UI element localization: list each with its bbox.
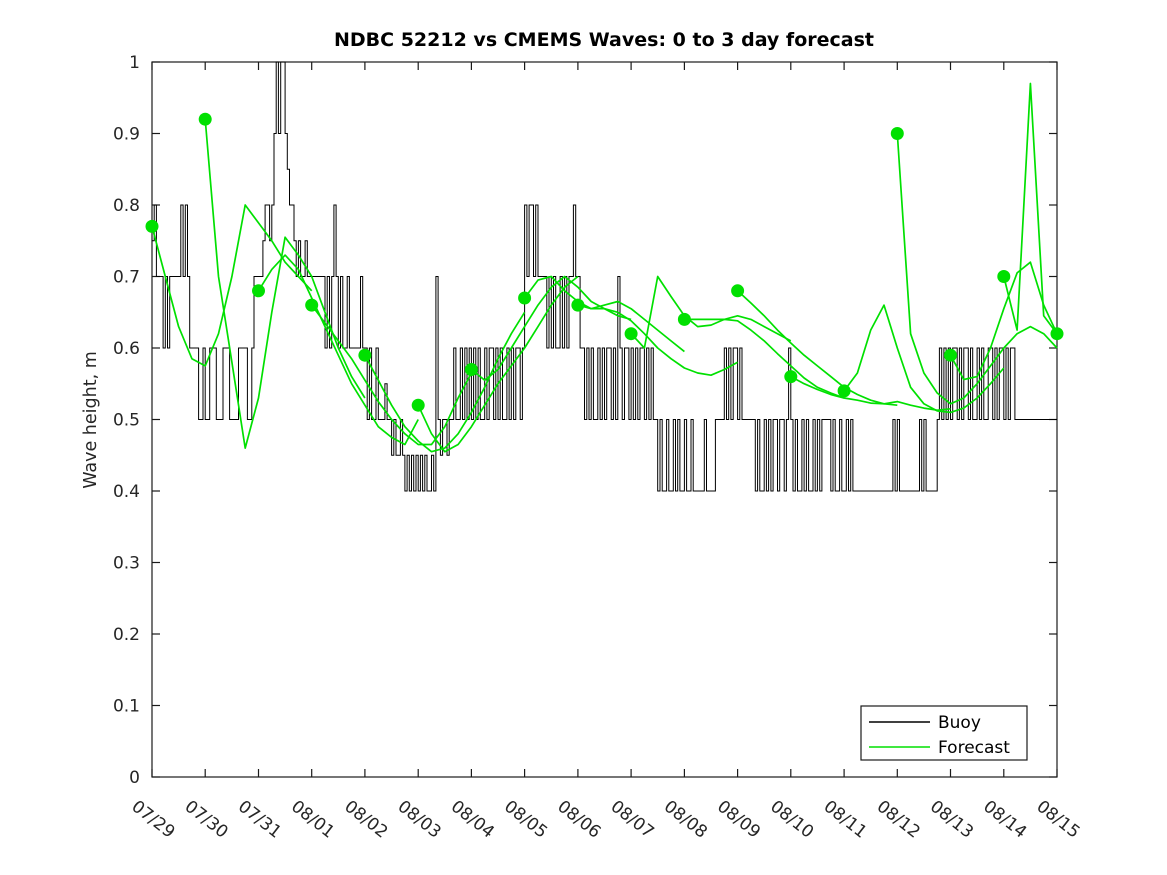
forecast-run-line xyxy=(630,275,792,349)
forecast-start-marker xyxy=(358,348,372,362)
forecast-start-marker xyxy=(518,291,532,305)
y-tick-label: 0.3 xyxy=(113,554,140,574)
forecast-run-line xyxy=(949,261,1058,381)
legend-buoy-label: Buoy xyxy=(938,713,981,733)
x-tick-label: 08/08 xyxy=(660,797,711,843)
forecast-start-marker xyxy=(944,348,957,362)
y-tick-label: 0.8 xyxy=(113,196,140,216)
forecast-run-line xyxy=(204,119,366,449)
legend-forecast-label: Forecast xyxy=(938,738,1010,758)
x-tick-label: 08/07 xyxy=(607,797,658,843)
x-tick-label: 08/15 xyxy=(1033,797,1084,843)
x-tick-label: 08/14 xyxy=(979,797,1030,843)
forecast-start-marker xyxy=(145,219,159,233)
legend-box xyxy=(860,705,1028,761)
y-axis-label: Wave height, m xyxy=(81,351,101,489)
x-axis-tick-labels: 07/29 07/30 07/31 08/01 08/02 08/03 08/04 08/05… xyxy=(128,797,1084,843)
forecast-series xyxy=(145,82,1064,453)
y-tick-label: 0.5 xyxy=(113,411,140,431)
forecast-start-marker xyxy=(624,327,638,341)
x-tick-label: 07/31 xyxy=(234,797,285,843)
forecast-start-marker xyxy=(464,363,478,376)
buoy-series xyxy=(152,61,1057,492)
y-tick-label: 0.6 xyxy=(113,339,140,359)
forecast-start-marker xyxy=(198,112,212,126)
forecast-start-marker xyxy=(731,284,745,298)
forecast-start-marker xyxy=(890,127,904,140)
forecast-start-marker xyxy=(677,312,691,326)
forecast-run-line xyxy=(790,375,951,412)
forecast-run-line xyxy=(737,290,898,407)
x-tick-label: 07/29 xyxy=(128,797,179,843)
forecast-start-marker xyxy=(837,384,851,398)
y-tick-label: 0.4 xyxy=(113,482,140,502)
forecast-run-line xyxy=(684,318,845,399)
x-tick-label: 08/06 xyxy=(553,797,604,843)
forecast-start-marker xyxy=(252,284,265,298)
forecast-run-line xyxy=(257,254,419,446)
x-tick-label: 08/13 xyxy=(926,797,977,843)
x-tick-label: 08/12 xyxy=(873,797,924,843)
x-tick-label: 08/04 xyxy=(447,797,498,843)
forecast-run-line xyxy=(311,304,473,446)
x-tick-label: 07/30 xyxy=(181,797,232,843)
forecast-run-line xyxy=(364,311,526,453)
y-tick-label: 0 xyxy=(129,768,140,788)
forecast-run-line xyxy=(523,275,685,353)
y-tick-label: 0.7 xyxy=(113,268,140,288)
chart-title: NDBC 52212 vs CMEMS Waves: 0 to 3 day fo… xyxy=(334,29,874,51)
x-tick-label: 08/11 xyxy=(820,797,871,843)
x-tick-label: 08/09 xyxy=(713,797,764,843)
x-tick-label: 08/01 xyxy=(287,797,338,843)
forecast-start-marker xyxy=(997,270,1011,283)
forecast-run-line xyxy=(577,304,739,377)
x-tick-label: 08/03 xyxy=(394,797,445,843)
forecast-run-line xyxy=(843,304,1005,414)
legend: Buoy Forecast xyxy=(860,705,1028,761)
forecast-start-marker xyxy=(411,398,425,412)
forecast-start-marker xyxy=(1050,327,1064,341)
buoy-series-line xyxy=(152,61,1057,492)
x-tick-label: 08/02 xyxy=(340,797,391,843)
forecast-run-line xyxy=(151,204,313,367)
x-tick-label: 08/05 xyxy=(500,797,551,843)
forecast-run-line xyxy=(417,275,579,453)
forecast-run-line xyxy=(896,133,1058,405)
forecast-start-marker xyxy=(784,370,798,384)
y-tick-label: 0.9 xyxy=(113,125,140,145)
forecast-run-line xyxy=(1002,82,1058,335)
x-tick-label: 08/10 xyxy=(766,797,817,843)
y-tick-label: 0.1 xyxy=(113,697,140,717)
y-tick-label: 1 xyxy=(129,53,140,73)
y-axis-tick-labels: 0 0.1 0.2 0.3 0.4 0.5 0.6 0.7 0.8 0.9 1 xyxy=(113,53,140,788)
y-tick-label: 0.2 xyxy=(113,625,140,645)
forecast-start-marker xyxy=(305,298,319,312)
forecast-start-marker xyxy=(571,298,585,312)
axis-ticks xyxy=(151,61,1058,778)
